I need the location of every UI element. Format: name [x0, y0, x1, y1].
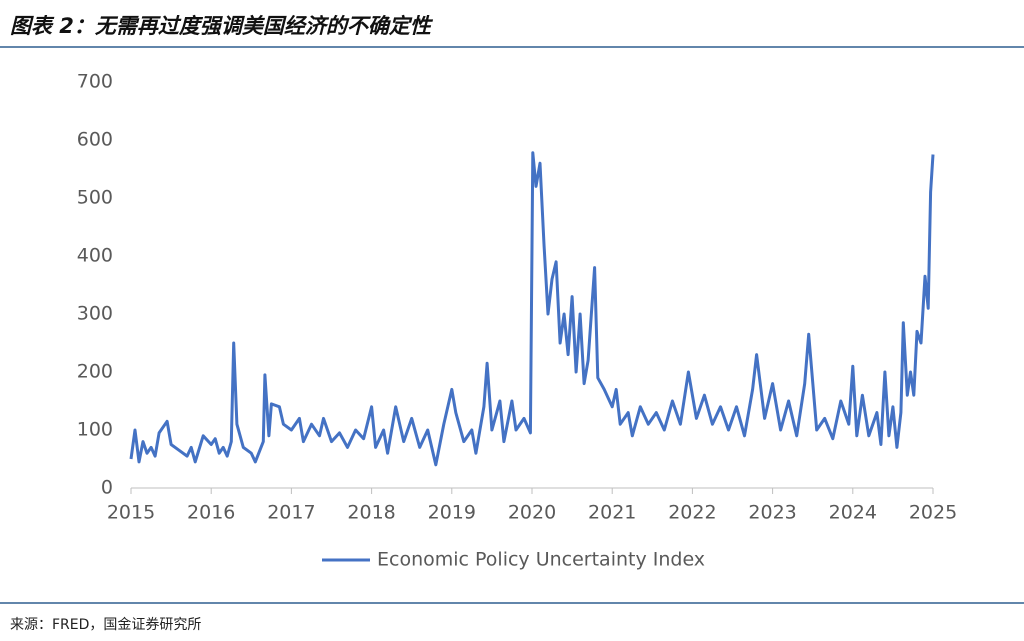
y-tick-label: 500 [77, 187, 113, 209]
y-tick-label: 400 [77, 245, 113, 267]
x-tick-label: 2023 [748, 502, 796, 524]
y-tick-label: 200 [77, 361, 113, 383]
chart-title: 图表 2：无需再过度强调美国经济的不确定性 [10, 14, 434, 38]
y-tick-label: 600 [77, 129, 113, 151]
y-tick-label: 100 [77, 419, 113, 441]
x-tick-label: 2020 [508, 502, 556, 524]
x-tick-label: 2019 [428, 502, 476, 524]
x-tick-label: 2024 [829, 502, 877, 524]
y-tick-label: 300 [77, 303, 113, 325]
x-tick-label: 2017 [267, 502, 315, 524]
x-tick-label: 2015 [107, 502, 155, 524]
x-tick-label: 2025 [909, 502, 957, 524]
x-tick-label: 2018 [347, 502, 395, 524]
x-tick-label: 2016 [187, 502, 235, 524]
y-tick-label: 700 [77, 71, 113, 93]
line-series [129, 151, 935, 467]
y-tick-label: 0 [101, 477, 113, 499]
x-tick-label: 2022 [668, 502, 716, 524]
source-note: 来源：FRED，国金证券研究所 [10, 617, 201, 633]
x-tick-label: 2021 [588, 502, 636, 524]
legend-label: Economic Policy Uncertainty Index [377, 549, 705, 571]
